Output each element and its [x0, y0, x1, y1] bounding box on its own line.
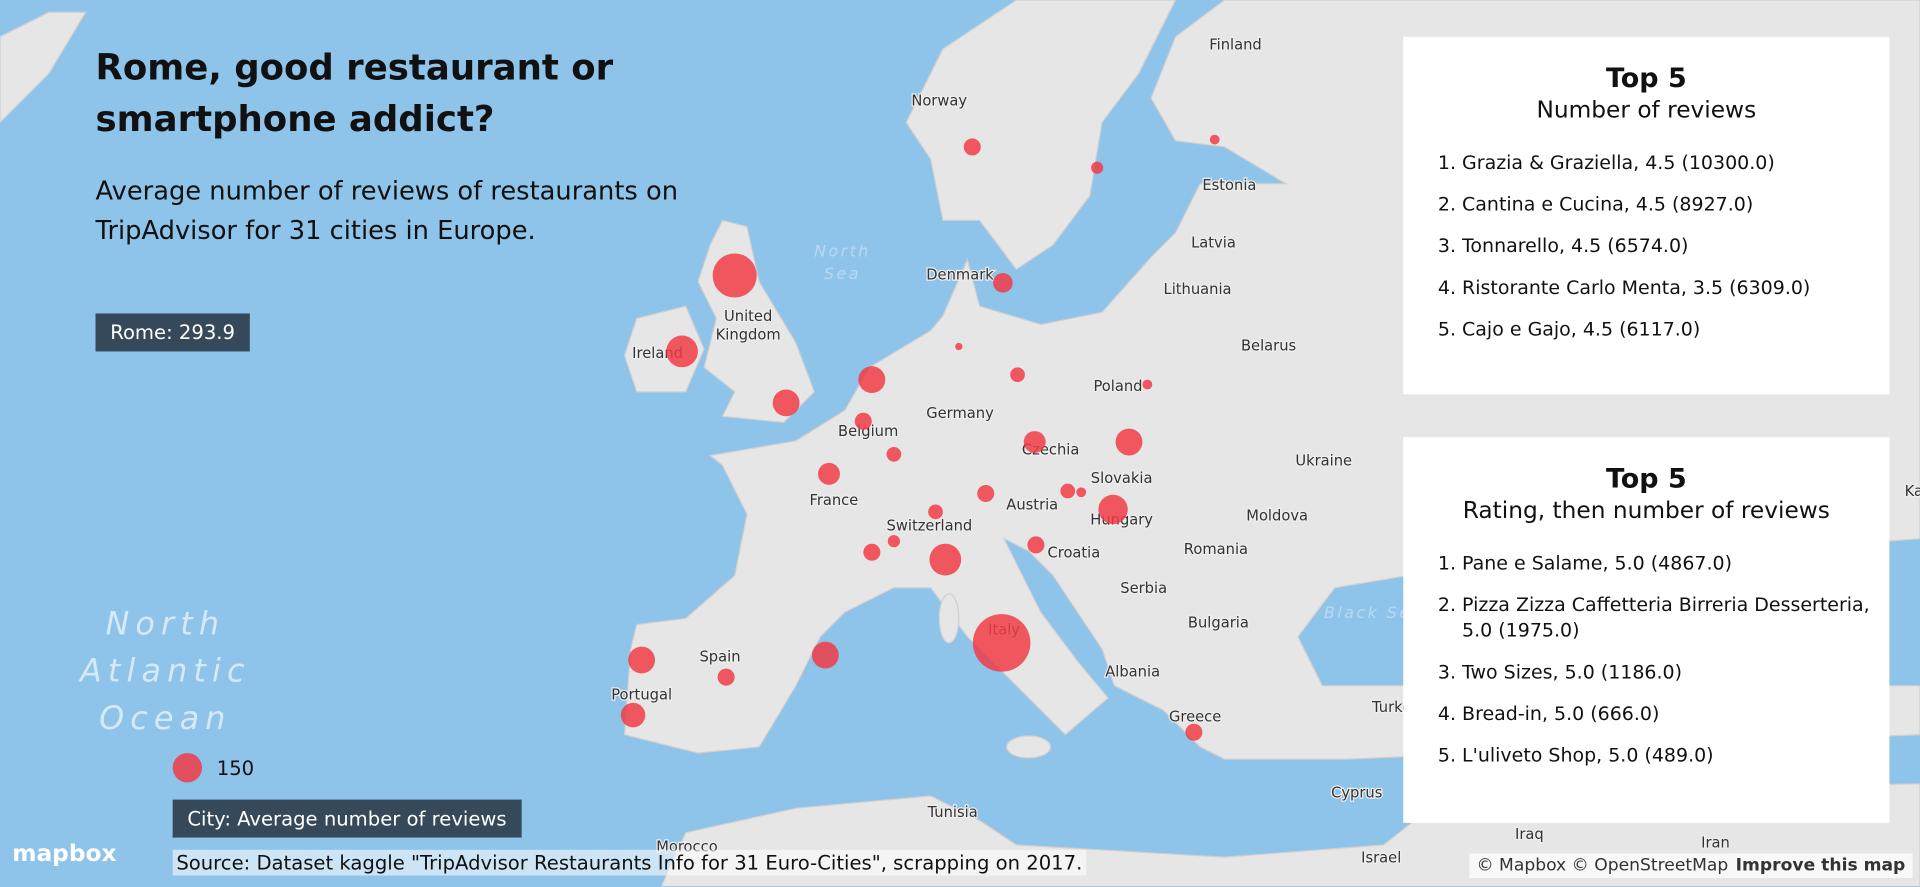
ocean-label: Ocean — [99, 699, 231, 737]
city-bubble — [887, 535, 900, 548]
ranking-list: Pane e Salame, 5.0 (4867.0) Pizza Zizza C… — [1403, 551, 1889, 769]
city-bubble — [972, 614, 1031, 672]
highlight-label: Rome: 293.9 — [95, 313, 250, 352]
place-label: Slovakia — [1091, 470, 1153, 487]
city-bubble — [977, 484, 995, 502]
city-bubble — [1098, 494, 1128, 525]
city-bubble — [1060, 483, 1076, 499]
legend-value: 150 — [216, 756, 255, 781]
city-bubble — [854, 412, 872, 430]
city-bubble — [1142, 379, 1153, 390]
water-label: Sea — [824, 264, 861, 283]
place-label: Belarus — [1241, 338, 1296, 355]
city-bubble — [717, 668, 735, 686]
place-label: Lithuania — [1164, 281, 1232, 298]
ranking-item: Grazia & Graziella, 4.5 (10300.0) — [1462, 151, 1889, 177]
place-label: Spain — [699, 649, 740, 666]
place-label: Greece — [1169, 709, 1221, 726]
top-reviews-panel: Top 5 Number of reviews Grazia & Graziel… — [1403, 36, 1890, 395]
source: Source: Dataset kaggle "TripAdvisor Rest… — [172, 849, 1087, 876]
panel-subtitle: Number of reviews — [1536, 96, 1757, 124]
ranking-item: L'uliveto Shop, 5.0 (489.0) — [1462, 743, 1889, 769]
place-label: United — [724, 308, 772, 325]
place-label: Latvia — [1191, 235, 1236, 252]
city-bubble — [628, 646, 656, 674]
place-label: Albania — [1105, 663, 1160, 680]
ranking-item: Pizza Zizza Caffetteria Birreria Dessert… — [1462, 593, 1889, 644]
place-label: Portugal — [611, 687, 672, 704]
place-label: Israel — [1361, 849, 1401, 866]
copyright[interactable]: © Mapbox © OpenStreetMap — [1476, 855, 1729, 876]
place-label: Ukraine — [1295, 453, 1352, 470]
water-label: North — [814, 242, 871, 261]
place-label: Cyprus — [1331, 784, 1382, 801]
subtitle: Average number of reviews of restaurants… — [95, 176, 679, 245]
place-label: France — [809, 492, 858, 509]
city-bubble — [1076, 487, 1087, 498]
place-label: Estonia — [1202, 177, 1256, 194]
ocean-label: North — [105, 605, 225, 643]
city-bubble — [811, 641, 839, 669]
place-label: Germany — [926, 405, 994, 422]
improve-link[interactable]: Improve this map — [1735, 855, 1906, 876]
ranking-item: Tonnarello, 4.5 (6574.0) — [1462, 234, 1889, 260]
city-bubble — [993, 273, 1013, 293]
logo[interactable]: mapbox — [12, 840, 117, 867]
city-bubble — [620, 702, 646, 728]
place-label: Denmark — [926, 267, 994, 284]
place-label: Austria — [1006, 497, 1058, 514]
place-label: Iraq — [1515, 826, 1544, 843]
city-bubble — [863, 543, 881, 561]
city-bubble — [929, 543, 962, 576]
place-label: Serbia — [1120, 580, 1167, 597]
ocean-label: Atlantic — [78, 651, 251, 689]
city-bubble — [1091, 161, 1104, 174]
city-bubble — [928, 504, 943, 520]
ranking-item: Pane e Salame, 5.0 (4867.0) — [1462, 551, 1889, 577]
ranking-item: Cajo e Gajo, 4.5 (6117.0) — [1462, 317, 1889, 343]
ranking-list: Grazia & Graziella, 4.5 (10300.0) Cantina… — [1403, 151, 1889, 343]
place-label: Moldova — [1246, 508, 1308, 525]
city-bubble — [963, 138, 981, 156]
ranking-item: Two Sizes, 5.0 (1186.0) — [1462, 660, 1889, 686]
city-bubble — [1027, 536, 1045, 554]
top-rating-panel: Top 5 Rating, then number of reviews Pan… — [1403, 437, 1890, 823]
place-label: Romania — [1184, 541, 1248, 558]
city-bubble — [666, 335, 698, 368]
place-label: Kazakhstan — [1905, 483, 1920, 500]
panel-title: Top 5 — [1605, 464, 1687, 495]
city-bubble — [1209, 134, 1220, 145]
place-label: Norway — [911, 93, 967, 110]
legend-caption: City: Average number of reviews — [172, 799, 522, 838]
place-label: Iran — [1701, 835, 1730, 852]
attribution: © Mapbox © OpenStreetMap Improve this map — [1469, 853, 1913, 878]
ranking-item: Cantina e Cucina, 4.5 (8927.0) — [1462, 192, 1889, 218]
water-label: Black Sea — [1324, 603, 1424, 622]
ranking-item: Ristorante Carlo Menta, 3.5 (6309.0) — [1462, 276, 1889, 302]
panel-subtitle: Rating, then number of reviews — [1462, 497, 1830, 525]
city-bubble — [1115, 428, 1143, 456]
city-bubble — [858, 366, 886, 394]
place-label: Switzerland — [887, 518, 973, 535]
city-bubble — [772, 389, 800, 417]
city-bubble — [886, 446, 902, 462]
city-bubble — [1023, 431, 1046, 454]
title: Rome, good restaurant or smartphone addi… — [95, 46, 614, 140]
city-bubble — [1010, 367, 1025, 383]
legend-bubble — [172, 753, 203, 783]
place-label: Finland — [1209, 36, 1261, 53]
place-label: Belgium — [838, 423, 898, 440]
place-label: Tunisia — [927, 804, 978, 821]
city-bubble — [955, 342, 963, 351]
place-label: Poland — [1093, 378, 1142, 395]
city-bubble — [1185, 723, 1203, 741]
place-label: Croatia — [1047, 544, 1100, 561]
place-label: Bulgaria — [1188, 614, 1249, 631]
place-label: Kingdom — [716, 327, 781, 344]
panel-title: Top 5 — [1605, 63, 1687, 95]
city-bubble — [818, 462, 840, 485]
ranking-item: Bread-in, 5.0 (666.0) — [1462, 702, 1889, 728]
city-bubble — [712, 253, 757, 298]
